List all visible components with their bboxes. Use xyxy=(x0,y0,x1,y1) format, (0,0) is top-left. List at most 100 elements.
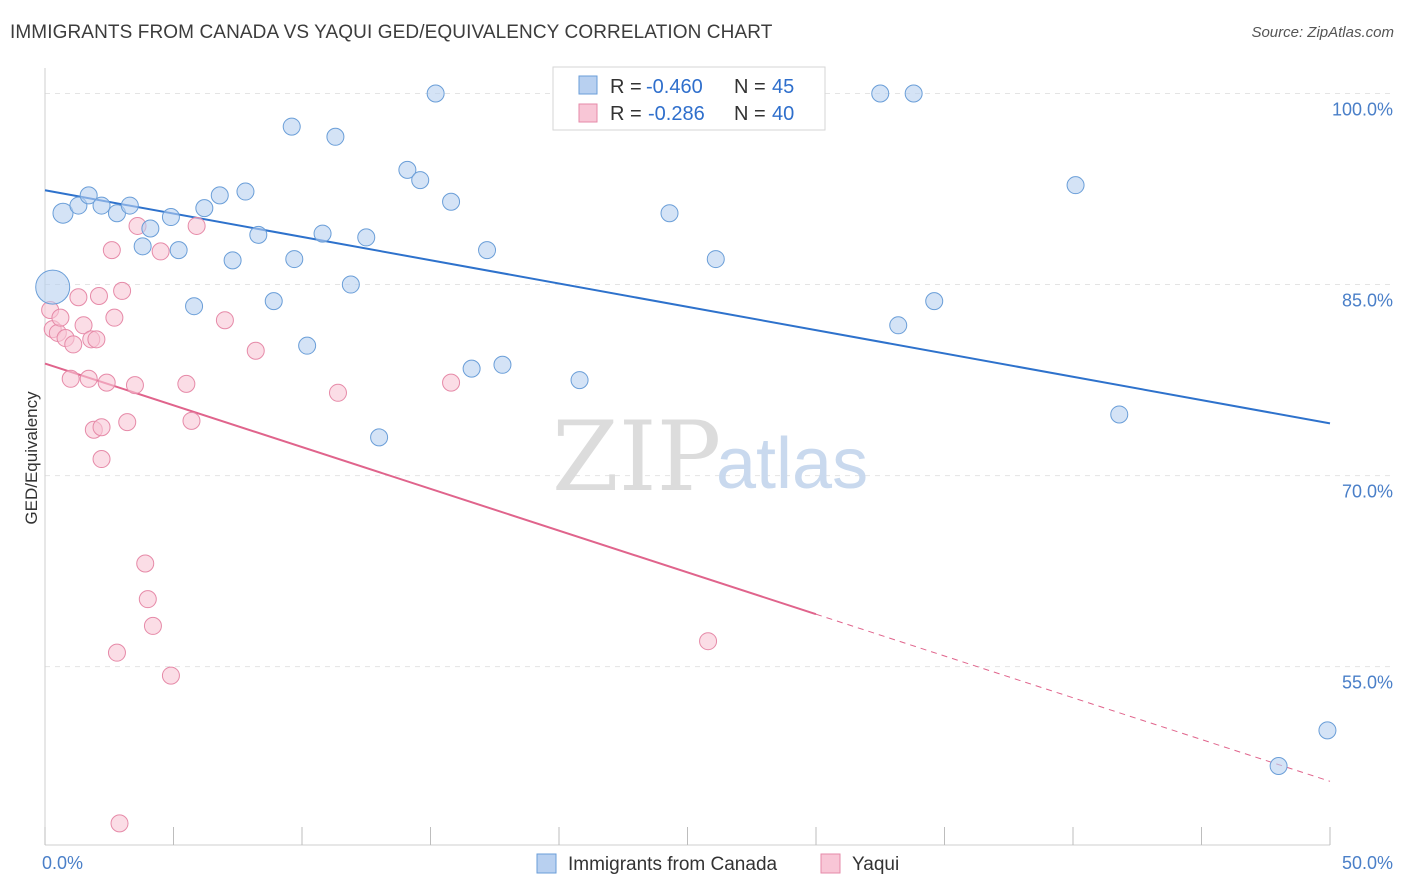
point-yaqui-15 xyxy=(92,418,111,437)
point-yaqui-6 xyxy=(64,335,83,354)
point-canada-6 xyxy=(120,196,139,215)
legend-n-label-1: N = xyxy=(734,76,766,98)
y-tick-labels: 100.0% 85.0% 70.0% 55.0% xyxy=(1332,99,1393,692)
y-tick-label-3: 55.0% xyxy=(1342,673,1393,693)
point-yaqui-29 xyxy=(161,666,180,685)
point-yaqui-36 xyxy=(442,373,461,392)
bottom-legend-swatch-canada xyxy=(536,853,557,874)
point-canada-37 xyxy=(871,84,890,103)
point-yaqui-5 xyxy=(61,369,80,388)
point-canada-38 xyxy=(889,316,908,335)
point-yaqui-28 xyxy=(151,242,170,261)
point-canada-19 xyxy=(285,250,304,269)
legend-box: R = -0.460 N = 45 R = -0.286 N = 40 xyxy=(552,66,826,131)
point-canada-32 xyxy=(493,355,512,374)
point-canada-4 xyxy=(92,196,111,215)
point-canada-10 xyxy=(169,241,188,260)
point-yaqui-14 xyxy=(92,450,111,469)
point-canada-43 xyxy=(1269,757,1288,776)
point-yaqui-26 xyxy=(138,590,157,609)
point-canada-1 xyxy=(52,202,74,224)
point-yaqui-7 xyxy=(69,288,88,307)
watermark-zip: ZIP xyxy=(552,401,721,513)
bottom-legend: Immigrants from Canada Yaqui xyxy=(536,853,899,875)
point-canada-41 xyxy=(1066,176,1085,195)
point-yaqui-22 xyxy=(118,413,137,432)
x-tick-label-1: 50.0% xyxy=(1342,853,1393,873)
point-yaqui-9 xyxy=(79,369,98,388)
point-canada-31 xyxy=(478,241,497,260)
point-canada-28 xyxy=(426,84,445,103)
point-canada-34 xyxy=(660,204,679,223)
axes xyxy=(44,68,1331,846)
legend-r-label-2: R = xyxy=(610,103,642,125)
point-canada-23 xyxy=(341,275,360,294)
point-yaqui-35 xyxy=(328,383,347,402)
point-yaqui-16 xyxy=(97,373,116,392)
point-canada-18 xyxy=(282,117,301,136)
bottom-legend-swatch-yaqui xyxy=(820,853,841,874)
legend-n-value-2: 40 xyxy=(772,103,794,125)
point-yaqui-17 xyxy=(102,241,121,260)
legend-r-label-1: R = xyxy=(610,76,642,98)
point-yaqui-12 xyxy=(87,330,106,349)
point-canada-0 xyxy=(35,269,71,305)
bottom-legend-label-yaqui: Yaqui xyxy=(852,854,899,875)
chart-title: IMMIGRANTS FROM CANADA VS YAQUI GED/EQUI… xyxy=(10,22,773,43)
point-yaqui-21 xyxy=(113,281,132,300)
legend-n-value-1: 45 xyxy=(772,76,794,98)
legend-r-value-2: -0.286 xyxy=(648,103,705,125)
point-yaqui-20 xyxy=(110,814,129,833)
point-yaqui-23 xyxy=(125,376,144,395)
point-yaqui-13 xyxy=(89,287,108,306)
trend-line-canada xyxy=(44,189,1331,425)
legend-n-label-2: N = xyxy=(734,103,766,125)
data-points xyxy=(35,84,1337,833)
point-canada-24 xyxy=(357,228,376,247)
point-yaqui-3 xyxy=(51,308,70,327)
y-tick-label-1: 85.0% xyxy=(1342,291,1393,311)
legend-swatch-yaqui xyxy=(578,103,598,123)
point-canada-20 xyxy=(298,336,317,355)
y-tick-label-2: 70.0% xyxy=(1342,482,1393,502)
point-canada-21 xyxy=(313,224,332,243)
point-canada-35 xyxy=(706,250,725,269)
point-yaqui-27 xyxy=(143,616,162,635)
point-yaqui-37 xyxy=(699,632,718,651)
point-canada-9 xyxy=(161,208,180,227)
y-axis-label: GED/Equivalency xyxy=(22,391,41,525)
point-yaqui-34 xyxy=(246,341,265,360)
point-canada-11 xyxy=(185,297,204,316)
point-yaqui-30 xyxy=(177,374,196,393)
point-canada-14 xyxy=(223,251,242,270)
point-yaqui-32 xyxy=(187,216,206,235)
legend-r-value-1: -0.460 xyxy=(646,76,703,98)
point-yaqui-18 xyxy=(105,308,124,327)
grid-lines xyxy=(45,92,1390,668)
point-yaqui-8 xyxy=(74,316,93,335)
bottom-legend-label-canada: Immigrants from Canada xyxy=(568,854,778,875)
point-canada-40 xyxy=(925,292,944,311)
trend-line-yaqui xyxy=(44,362,817,616)
point-canada-7 xyxy=(133,237,152,256)
point-canada-33 xyxy=(570,371,589,390)
point-yaqui-31 xyxy=(182,411,201,430)
watermark: ZIP atlas xyxy=(552,401,868,513)
point-canada-25 xyxy=(370,428,389,447)
point-canada-26 xyxy=(398,160,417,179)
point-canada-3 xyxy=(79,186,98,205)
point-canada-17 xyxy=(264,292,283,311)
point-canada-39 xyxy=(904,84,923,103)
y-tick-label-0: 100.0% xyxy=(1332,99,1393,119)
x-tick-label-0: 0.0% xyxy=(42,853,83,873)
source-label: Source: ZipAtlas.com xyxy=(1251,24,1394,41)
point-yaqui-19 xyxy=(107,643,126,662)
watermark-atlas: atlas xyxy=(716,424,868,504)
point-canada-29 xyxy=(442,192,461,211)
point-canada-42 xyxy=(1110,405,1129,424)
point-canada-12 xyxy=(195,199,214,218)
point-canada-27 xyxy=(411,171,430,190)
point-canada-13 xyxy=(210,186,229,205)
point-canada-15 xyxy=(236,182,255,201)
point-canada-44 xyxy=(1318,721,1337,740)
